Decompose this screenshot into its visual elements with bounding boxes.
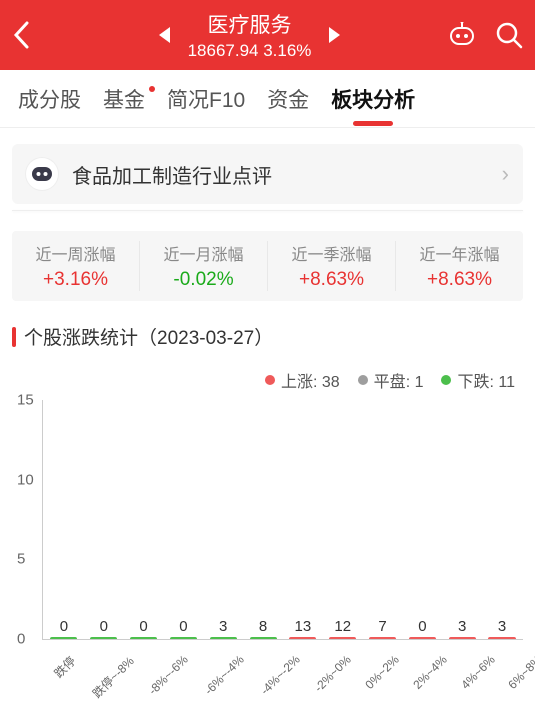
- tab-基金[interactable]: 基金: [95, 84, 153, 114]
- bar-rect: [90, 637, 117, 639]
- legend-dot-flat: [358, 375, 368, 385]
- x-tick-label: -2%~0%: [312, 652, 356, 696]
- bar-rect: [488, 637, 515, 639]
- divider: [12, 210, 523, 211]
- search-icon[interactable]: [495, 21, 523, 49]
- stat-value: +8.63%: [268, 269, 395, 291]
- bar-value-label: 3: [498, 618, 506, 635]
- bar-value-label: 13: [295, 618, 312, 635]
- ticker-subtitle: 18667.94 3.16%: [188, 41, 312, 61]
- stat-card[interactable]: 近一年涨幅 +8.63%: [396, 241, 523, 291]
- stat-label: 近一周涨幅: [12, 241, 139, 265]
- ticker-title: 医疗服务: [188, 9, 312, 39]
- bar-rect: [329, 637, 356, 639]
- bar-value-label: 0: [60, 618, 68, 635]
- chart-legend: 上涨: 38 平盘: 1 下跌: 11: [12, 368, 523, 392]
- bar-value-label: 3: [458, 618, 466, 635]
- tab-简况F10[interactable]: 简况F10: [159, 84, 253, 114]
- y-tick: 10: [17, 471, 34, 488]
- bar-value-label: 0: [139, 618, 147, 635]
- stat-value: -0.02%: [140, 269, 267, 291]
- x-tick-label: -6%~-4%: [202, 652, 249, 699]
- bar-col: 0: [166, 618, 200, 639]
- news-banner[interactable]: 食品加工制造行业点评 ›: [12, 144, 523, 204]
- x-tick-label: -8%~-6%: [146, 652, 193, 699]
- bot-avatar-icon: [26, 158, 58, 190]
- back-icon[interactable]: [12, 20, 52, 50]
- stat-card[interactable]: 近一月涨幅 -0.02%: [140, 241, 268, 291]
- bar-col: 0: [47, 618, 81, 639]
- bar-col: 7: [366, 618, 400, 639]
- stat-label: 近一年涨幅: [396, 241, 523, 265]
- news-banner-text: 食品加工制造行业点评: [72, 160, 488, 189]
- x-tick-label: 跌停: [50, 652, 79, 681]
- bar-col: 0: [87, 618, 121, 639]
- distribution-chart: 00003813127033 051015 跌停跌停~-8%-8%~-6%-6%…: [12, 400, 523, 700]
- ticker-info[interactable]: 医疗服务 18667.94 3.16%: [188, 9, 312, 61]
- chevron-right-icon: ›: [502, 161, 509, 187]
- prev-ticker-icon[interactable]: [159, 27, 170, 43]
- section-title-text: 个股涨跌统计: [24, 323, 138, 350]
- bar-col: 0: [127, 618, 161, 639]
- bar-rect: [250, 637, 277, 639]
- bar-col: 3: [485, 618, 519, 639]
- bar-value-label: 0: [418, 618, 426, 635]
- bar-col: 0: [405, 618, 439, 639]
- bar-rect: [170, 637, 197, 639]
- stat-card[interactable]: 近一周涨幅 +3.16%: [12, 241, 140, 291]
- stat-card[interactable]: 近一季涨幅 +8.63%: [268, 241, 396, 291]
- stat-label: 近一月涨幅: [140, 241, 267, 265]
- tab-资金[interactable]: 资金: [259, 84, 317, 114]
- legend-flat: 平盘: 1: [358, 368, 424, 392]
- legend-dot-up: [265, 375, 275, 385]
- stat-value: +8.63%: [396, 269, 523, 291]
- next-ticker-icon[interactable]: [329, 27, 340, 43]
- tab-dot-icon: [149, 86, 155, 92]
- assistant-icon[interactable]: [447, 22, 477, 48]
- bar-value-label: 3: [219, 618, 227, 635]
- tab-成分股[interactable]: 成分股: [10, 84, 89, 114]
- bar-col: 12: [326, 618, 360, 639]
- bar-rect: [369, 637, 396, 639]
- legend-up: 上涨: 38: [265, 368, 340, 392]
- bar-value-label: 0: [179, 618, 187, 635]
- x-tick-label: 0%~2%: [363, 652, 405, 694]
- x-tick-label: -4%~-2%: [257, 652, 304, 699]
- x-tick-label: 2%~4%: [410, 652, 452, 694]
- bar-rect: [50, 637, 77, 639]
- stat-value: +3.16%: [12, 269, 139, 291]
- y-tick: 0: [17, 631, 25, 648]
- section-title: 个股涨跌统计 （2023-03-27）: [12, 323, 523, 350]
- bar-col: 8: [246, 618, 280, 639]
- bar-value-label: 7: [378, 618, 386, 635]
- y-tick: 15: [17, 392, 34, 409]
- x-tick-label: 跌停~-8%: [89, 652, 138, 701]
- ticker-switcher: 医疗服务 18667.94 3.16%: [52, 9, 447, 61]
- section-title-date: （2023-03-27）: [138, 323, 273, 350]
- tab-bar: 成分股基金简况F10资金板块分析: [0, 70, 535, 128]
- period-stats: 近一周涨幅+3.16%近一月涨幅-0.02%近一季涨幅+8.63%近一年涨幅+8…: [12, 231, 523, 301]
- bar-rect: [449, 637, 476, 639]
- app-header: 医疗服务 18667.94 3.16%: [0, 0, 535, 70]
- bar-col: 13: [286, 618, 320, 639]
- tab-板块分析[interactable]: 板块分析: [323, 84, 423, 114]
- bar-rect: [210, 637, 237, 639]
- bar-col: 3: [445, 618, 479, 639]
- bar-col: 3: [206, 618, 240, 639]
- bar-value-label: 8: [259, 618, 267, 635]
- section-accent-bar: [12, 327, 16, 347]
- y-tick: 5: [17, 551, 25, 568]
- legend-down: 下跌: 11: [441, 368, 515, 392]
- bar-rect: [409, 637, 436, 639]
- bar-rect: [130, 637, 157, 639]
- bar-value-label: 0: [100, 618, 108, 635]
- stat-label: 近一季涨幅: [268, 241, 395, 265]
- x-tick-label: 4%~6%: [458, 652, 500, 694]
- bar-rect: [289, 637, 316, 639]
- x-tick-label: 6%~8%: [506, 652, 535, 694]
- legend-dot-down: [441, 375, 451, 385]
- bar-value-label: 12: [334, 618, 351, 635]
